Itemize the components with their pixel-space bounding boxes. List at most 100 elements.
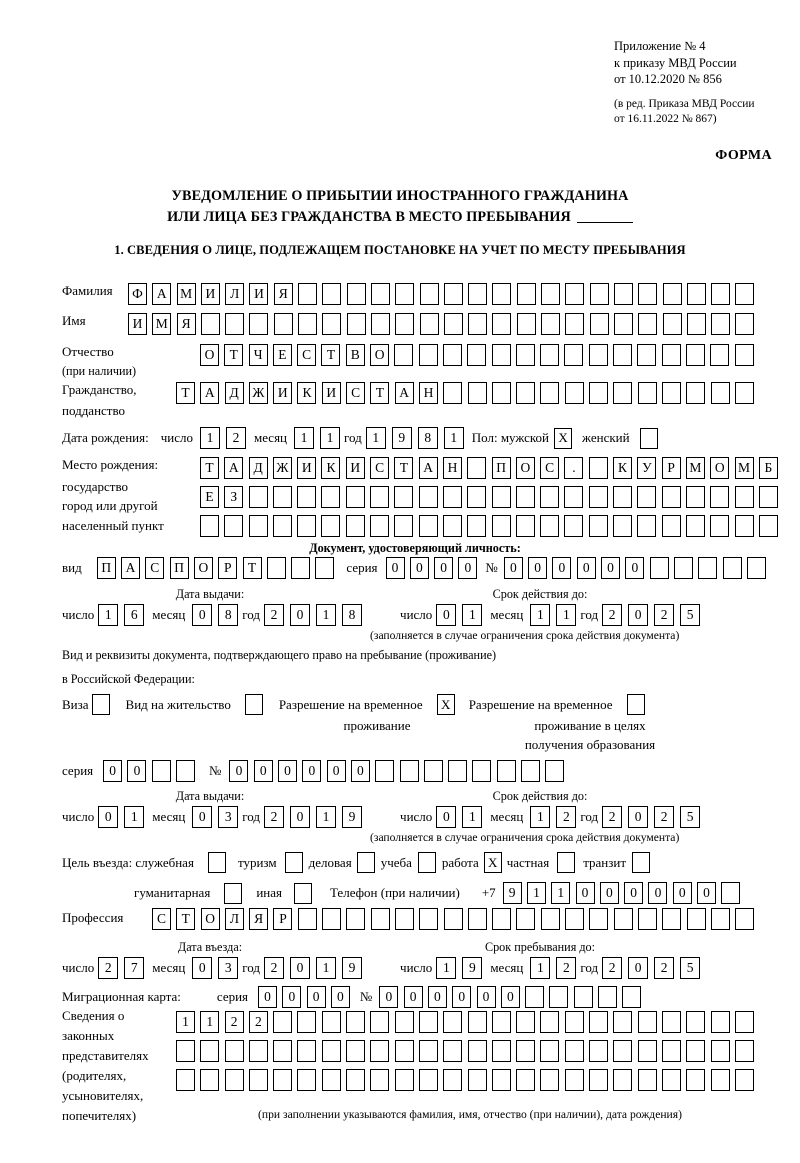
char-box[interactable] bbox=[467, 1069, 487, 1091]
char-box[interactable] bbox=[442, 515, 462, 537]
char-box[interactable] bbox=[273, 1011, 293, 1033]
char-box[interactable] bbox=[315, 557, 335, 579]
char-box[interactable] bbox=[613, 382, 633, 404]
char-box[interactable] bbox=[224, 515, 244, 537]
char-box[interactable]: 0 bbox=[192, 806, 213, 828]
char-box[interactable]: А bbox=[394, 382, 414, 404]
char-box[interactable]: 8 bbox=[417, 427, 438, 449]
char-box[interactable] bbox=[686, 382, 706, 404]
char-box[interactable]: 1 bbox=[551, 882, 571, 904]
char-box[interactable]: 2 bbox=[224, 1011, 244, 1033]
char-box[interactable] bbox=[541, 313, 561, 335]
char-box[interactable]: 0 bbox=[575, 882, 595, 904]
char-box[interactable]: 5 bbox=[680, 604, 701, 626]
char-box[interactable] bbox=[399, 760, 419, 782]
char-box[interactable] bbox=[492, 313, 512, 335]
char-box[interactable]: П bbox=[169, 557, 189, 579]
char-box[interactable]: Т bbox=[321, 344, 341, 366]
char-box[interactable] bbox=[492, 283, 512, 305]
char-box[interactable] bbox=[443, 1040, 463, 1062]
char-box[interactable] bbox=[321, 1069, 341, 1091]
char-box[interactable] bbox=[661, 486, 681, 508]
char-box[interactable]: А bbox=[418, 457, 438, 479]
char-box[interactable] bbox=[735, 283, 755, 305]
char-box[interactable] bbox=[515, 515, 535, 537]
purpose-business-checkbox[interactable] bbox=[356, 852, 375, 873]
char-box[interactable] bbox=[394, 515, 414, 537]
char-box[interactable] bbox=[273, 1069, 293, 1091]
char-box[interactable] bbox=[298, 313, 318, 335]
char-box[interactable] bbox=[418, 344, 438, 366]
char-box[interactable]: 2 bbox=[602, 806, 623, 828]
char-box[interactable]: 2 bbox=[225, 427, 246, 449]
char-box[interactable]: 0 bbox=[302, 760, 322, 782]
char-box[interactable] bbox=[637, 1011, 657, 1033]
char-box[interactable] bbox=[491, 382, 511, 404]
char-box[interactable]: 1 bbox=[556, 604, 577, 626]
char-box[interactable]: 0 bbox=[290, 604, 311, 626]
char-box[interactable]: Н bbox=[442, 457, 462, 479]
char-box[interactable]: Я bbox=[273, 283, 293, 305]
char-box[interactable] bbox=[297, 908, 317, 930]
char-box[interactable] bbox=[661, 1011, 681, 1033]
char-box[interactable] bbox=[734, 486, 754, 508]
char-box[interactable]: И bbox=[345, 457, 365, 479]
char-box[interactable] bbox=[395, 313, 415, 335]
char-box[interactable]: 0 bbox=[350, 760, 370, 782]
char-box[interactable]: 0 bbox=[258, 986, 278, 1008]
char-box[interactable]: 2 bbox=[654, 806, 675, 828]
char-box[interactable]: С bbox=[540, 457, 560, 479]
char-box[interactable] bbox=[443, 283, 463, 305]
char-box[interactable]: П bbox=[96, 557, 116, 579]
char-box[interactable]: 0 bbox=[628, 604, 649, 626]
char-box[interactable]: Р bbox=[273, 908, 293, 930]
char-box[interactable] bbox=[297, 486, 317, 508]
char-box[interactable] bbox=[322, 283, 342, 305]
char-box[interactable] bbox=[722, 557, 742, 579]
char-box[interactable]: 0 bbox=[192, 957, 213, 979]
char-box[interactable] bbox=[540, 1069, 560, 1091]
char-box[interactable]: И bbox=[128, 313, 147, 335]
char-box[interactable] bbox=[423, 760, 443, 782]
purpose-humanitarian-checkbox[interactable] bbox=[224, 882, 243, 904]
char-box[interactable] bbox=[637, 908, 657, 930]
char-box[interactable] bbox=[515, 344, 535, 366]
char-box[interactable]: Т bbox=[200, 457, 219, 479]
char-box[interactable]: 2 bbox=[264, 957, 285, 979]
char-box[interactable]: У bbox=[637, 457, 657, 479]
char-box[interactable]: 0 bbox=[503, 557, 523, 579]
char-box[interactable] bbox=[370, 486, 390, 508]
purpose-private-checkbox[interactable] bbox=[557, 852, 576, 873]
char-box[interactable]: 0 bbox=[476, 986, 496, 1008]
char-box[interactable] bbox=[637, 1040, 657, 1062]
char-box[interactable]: О bbox=[515, 457, 535, 479]
char-box[interactable] bbox=[589, 1040, 609, 1062]
char-box[interactable]: 0 bbox=[648, 882, 668, 904]
char-box[interactable] bbox=[673, 557, 693, 579]
char-box[interactable] bbox=[662, 313, 682, 335]
char-box[interactable] bbox=[565, 908, 585, 930]
char-box[interactable]: 0 bbox=[98, 806, 119, 828]
purpose-work-checkbox[interactable]: X bbox=[483, 852, 502, 873]
char-box[interactable] bbox=[394, 1011, 414, 1033]
char-box[interactable] bbox=[686, 1069, 706, 1091]
char-box[interactable] bbox=[710, 1011, 730, 1033]
char-box[interactable]: 1 bbox=[316, 957, 337, 979]
char-box[interactable] bbox=[321, 1040, 341, 1062]
char-box[interactable]: Ч bbox=[248, 344, 268, 366]
char-box[interactable]: Д bbox=[248, 457, 268, 479]
char-box[interactable]: М bbox=[152, 313, 172, 335]
char-box[interactable]: О bbox=[193, 557, 213, 579]
char-box[interactable] bbox=[564, 1069, 584, 1091]
char-box[interactable] bbox=[685, 515, 705, 537]
char-box[interactable]: 5 bbox=[680, 957, 701, 979]
char-box[interactable]: И bbox=[321, 382, 341, 404]
char-box[interactable]: 1 bbox=[199, 427, 220, 449]
